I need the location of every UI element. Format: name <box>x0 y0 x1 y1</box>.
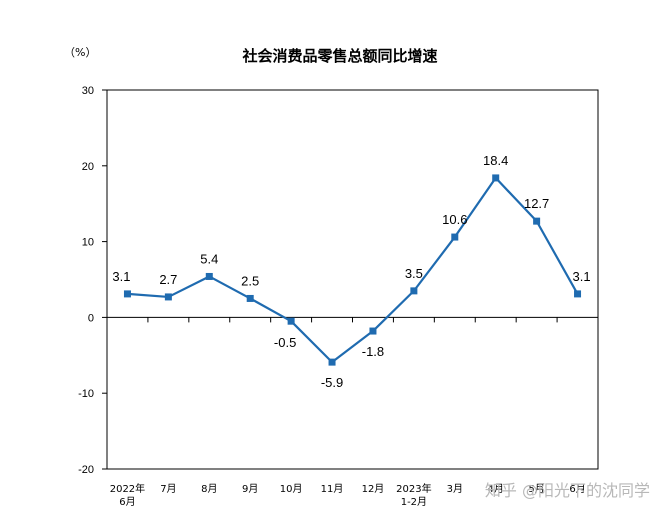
x-tick-label: 2022年 <box>110 482 145 495</box>
x-tick-label: 11月 <box>321 483 344 495</box>
data-label: 3.1 <box>112 269 130 284</box>
y-tick-label: -10 <box>78 388 94 400</box>
data-label: 2.5 <box>241 273 259 288</box>
data-label: -0.5 <box>274 335 296 350</box>
data-points <box>123 174 582 366</box>
y-tick-label: 0 <box>88 312 94 324</box>
y-axis-unit: （%） <box>64 46 96 59</box>
x-tick-label: 4月 <box>488 483 504 495</box>
data-point <box>574 290 582 298</box>
data-label: 10.6 <box>442 212 467 227</box>
series-line <box>127 176 579 364</box>
x-tick-label: 9月 <box>242 483 258 495</box>
data-label: 3.1 <box>573 269 591 284</box>
y-tick-label: -20 <box>78 464 94 476</box>
data-point <box>164 293 172 301</box>
data-point <box>205 272 213 280</box>
data-point <box>123 290 131 298</box>
x-tick-label: 5月 <box>528 483 544 495</box>
data-label: 3.5 <box>405 266 423 281</box>
data-label: -5.9 <box>321 375 343 390</box>
y-tick-label: 10 <box>82 237 94 249</box>
data-label: 18.4 <box>483 153 508 168</box>
plot-area <box>106 89 599 470</box>
x-tick-label: 2023年 <box>396 482 431 495</box>
x-tick-label: 1-2月 <box>401 496 427 508</box>
chart-title: 社会消费品零售总额同比增速 <box>241 47 437 65</box>
data-point <box>246 294 254 302</box>
data-point <box>369 327 377 335</box>
data-labels: 3.1 2.7 5.4 2.5 -0.5 -5.9 -1.8 3.5 10.6 18.4 12.7 3… <box>112 153 590 390</box>
y-tick-label: 30 <box>82 85 94 97</box>
x-tick-label: 3月 <box>447 483 463 495</box>
data-point <box>328 358 336 366</box>
y-tick-label: 20 <box>82 161 94 173</box>
y-axis: 30 20 10 0 -10 -20 <box>78 85 107 476</box>
data-point <box>410 287 418 295</box>
data-label: 12.7 <box>524 196 549 211</box>
data-label: -1.8 <box>362 344 384 359</box>
x-tick-label: 12月 <box>362 483 385 495</box>
x-tick-label: 6月 <box>119 496 135 508</box>
data-label: 5.4 <box>200 251 218 266</box>
watermark: 知乎 @阳光下的沈同学 <box>485 481 650 500</box>
data-point <box>287 317 295 325</box>
x-tick-label: 8月 <box>201 483 217 495</box>
data-point <box>492 174 500 182</box>
data-point <box>533 217 541 225</box>
data-label: 2.7 <box>159 272 177 287</box>
x-tick-label: 10月 <box>280 483 303 495</box>
x-tick-label: 7月 <box>160 483 176 495</box>
x-tick-label: 6月 <box>569 483 585 495</box>
data-point <box>451 233 459 241</box>
